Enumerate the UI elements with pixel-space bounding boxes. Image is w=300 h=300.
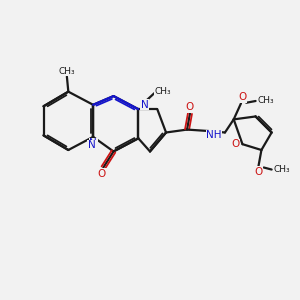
- Text: O: O: [98, 169, 106, 179]
- Text: CH₃: CH₃: [257, 97, 274, 106]
- Text: CH₃: CH₃: [154, 87, 171, 96]
- Text: O: O: [231, 139, 239, 149]
- Text: O: O: [186, 102, 194, 112]
- Text: NH: NH: [206, 130, 222, 140]
- Text: N: N: [89, 138, 97, 148]
- Text: N: N: [88, 140, 95, 150]
- Text: CH₃: CH₃: [58, 67, 75, 76]
- Text: O: O: [238, 92, 247, 103]
- Text: O: O: [254, 167, 262, 177]
- Text: N: N: [141, 100, 148, 110]
- Text: CH₃: CH₃: [274, 165, 290, 174]
